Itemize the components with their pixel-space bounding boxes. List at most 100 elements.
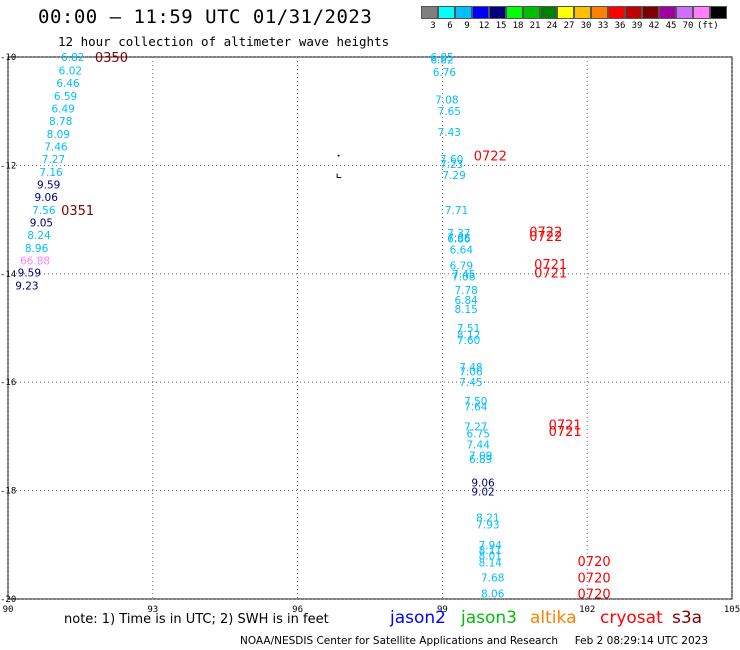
- pass-time-label: 0351: [61, 204, 94, 219]
- wave-height-label: 7.60: [440, 154, 463, 166]
- wave-height-label: 6.82: [61, 52, 84, 64]
- wave-height-label: 8.01: [479, 551, 502, 563]
- lat-tick-label: -14: [0, 270, 16, 280]
- map-frame: [7, 56, 733, 600]
- scale-swatch: [421, 6, 438, 19]
- wave-height-label: 7.78: [454, 285, 477, 297]
- scale-swatch: [574, 6, 591, 19]
- wave-height-label: 8.21: [476, 513, 499, 525]
- wave-height-label: 6.02: [59, 66, 82, 78]
- scale-label: 45: [665, 21, 677, 31]
- pass-time-label: 0720: [578, 571, 611, 586]
- wave-height-label: 8.06: [481, 589, 505, 601]
- wave-height-label: 8.14: [479, 558, 503, 570]
- wave-height-label: 7.23: [440, 159, 463, 171]
- wave-height-label: 7.93: [476, 520, 499, 532]
- wave-height-label: 7.29: [442, 170, 465, 182]
- footer-credit: NOAA/NESDIS Center for Satellite Applica…: [240, 635, 708, 647]
- scale-label: 33: [597, 21, 609, 31]
- scale-swatch: [438, 6, 455, 19]
- scale-label: 27: [563, 21, 575, 31]
- wave-height-label: 7.08: [447, 232, 470, 244]
- wave-height-label: 7.56: [32, 205, 56, 217]
- wave-height-label: 6.89: [469, 454, 492, 466]
- wave-height-label: 6.64: [450, 244, 474, 256]
- lat-tick-label: -16: [0, 378, 16, 388]
- lon-tick-label: 99: [437, 605, 448, 615]
- units-note: note: 1) Time is in UTC; 2) SWH is in fe…: [64, 612, 329, 627]
- generated-timestamp: Feb 2 08:29:14 UTC 2023: [574, 635, 709, 647]
- scale-swatch: [710, 6, 727, 19]
- wave-height-label: 7.64: [464, 402, 488, 414]
- wave-height-label: 6.59: [54, 91, 77, 103]
- scale-swatch: [472, 6, 489, 19]
- pass-time-label: 0722: [529, 230, 562, 245]
- lon-tick-label: 93: [147, 605, 158, 615]
- pass-time-label: 0720: [578, 555, 611, 570]
- scale-swatch: [642, 6, 659, 19]
- wave-height-label: 8.09: [47, 129, 70, 141]
- scale-swatch: [625, 6, 642, 19]
- wave-height-label: 7.94: [479, 540, 503, 552]
- credit-text: NOAA/NESDIS Center for Satellite Applica…: [240, 635, 558, 647]
- lon-tick-label: 90: [3, 605, 14, 615]
- scale-label: 70: [682, 21, 694, 31]
- scale-swatch: [659, 6, 676, 19]
- lon-tick-label: 105: [724, 605, 740, 615]
- wave-height-label: 6.76: [433, 67, 457, 79]
- wave-height-label: 6.46: [56, 78, 80, 90]
- scale-label: 9: [464, 21, 470, 31]
- wave-height-label: 8.15: [454, 304, 477, 316]
- scale-label: 21: [529, 21, 541, 31]
- wave-height-label: 7.45: [452, 269, 475, 281]
- lat-tick-label: -10: [0, 53, 16, 63]
- page-title: 00:00 — 11:59 UTC 01/31/2023: [38, 6, 373, 28]
- wave-height-label: 7.16: [39, 167, 63, 179]
- wave-height-label: 7.06: [452, 272, 476, 284]
- wave-height-label: 7.71: [445, 205, 468, 217]
- wave-height-label: 6.75: [467, 429, 490, 441]
- wave-height-label: 9.23: [15, 281, 38, 293]
- wave-height-label: 9.06: [471, 477, 495, 489]
- page-subtitle: 12 hour collection of altimeter wave hei…: [58, 34, 390, 49]
- scale-swatch: [608, 6, 625, 19]
- wave-height-label: 7.50: [464, 396, 487, 408]
- scale-label: 39: [631, 21, 643, 31]
- scale-swatch: [489, 6, 506, 19]
- scale-label: 12: [478, 21, 490, 31]
- scale-label: 3: [430, 21, 436, 31]
- scale-label: 18: [512, 21, 524, 31]
- pass-time-label: 0721: [534, 267, 567, 282]
- wave-height-label: 8.96: [25, 243, 49, 255]
- island-marker: [336, 173, 342, 179]
- wave-height-label: 7.37: [447, 228, 470, 240]
- wave-height-label: 7.65: [438, 106, 461, 118]
- pass-time-label: 0720: [578, 588, 611, 603]
- wave-height-label: 66.88: [20, 255, 50, 267]
- wave-height-label: 6.79: [450, 261, 473, 273]
- scale-swatch: [523, 6, 540, 19]
- wave-height-label: 9.02: [471, 487, 494, 499]
- scale-label: 15: [495, 21, 507, 31]
- wave-height-label: 6.86: [447, 234, 471, 246]
- wave-height-label: 7.51: [457, 323, 480, 335]
- wave-height-label: 6.82: [430, 55, 453, 67]
- scale-label: (ft): [697, 21, 719, 31]
- wave-height-label: 7.43: [438, 127, 461, 139]
- scale-swatch: [591, 6, 608, 19]
- scale-label: 42: [648, 21, 660, 31]
- pass-time-label: 0722: [529, 226, 562, 241]
- wave-height-label: 6.84: [454, 295, 478, 307]
- wave-height-label: 8.11: [479, 545, 502, 557]
- wave-height-label: 7.68: [481, 572, 504, 584]
- pass-time-label: 0721: [549, 418, 582, 433]
- wave-height-label: 7.60: [457, 335, 480, 347]
- wave-height-label: 8.12: [457, 330, 480, 342]
- scale-label: 30: [580, 21, 592, 31]
- wave-height-label: 8.78: [49, 116, 72, 128]
- wave-height-label: 7.44: [467, 440, 491, 452]
- wave-height-label: 7.06: [459, 366, 483, 378]
- pass-time-label: 0721: [534, 258, 567, 273]
- scale-swatch: [455, 6, 472, 19]
